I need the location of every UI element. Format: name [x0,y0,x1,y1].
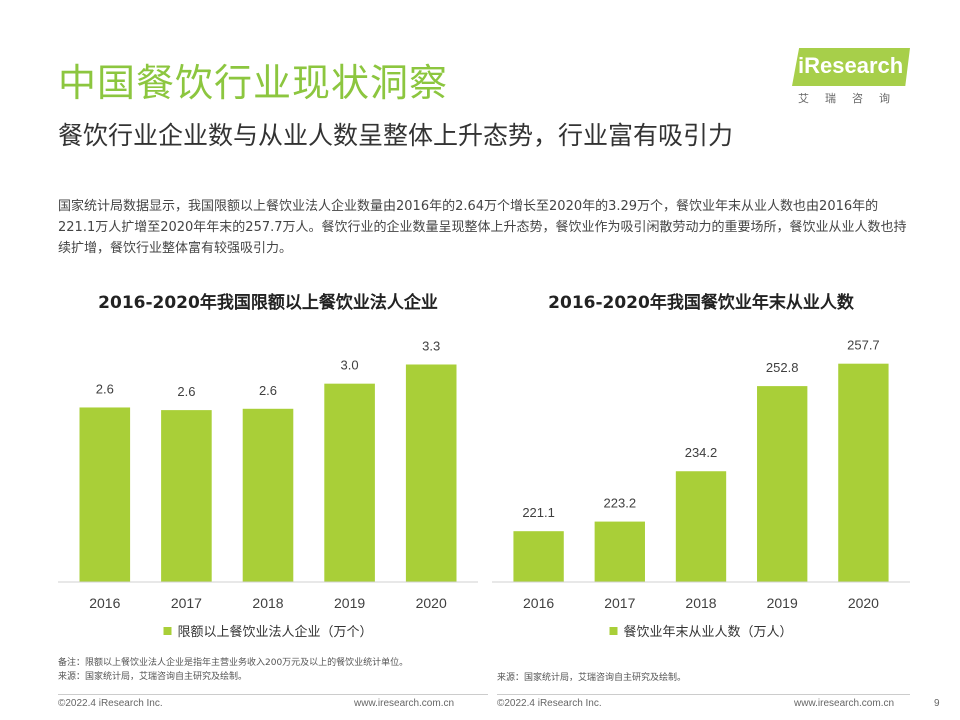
data-label-2018: 2.6 [259,383,277,398]
iresearch-logo: iResearch 艾瑞咨询 [792,48,910,106]
page-number: 9 [934,698,940,709]
data-label-2017: 223.2 [604,496,637,511]
data-label-2017: 2.6 [177,384,195,399]
legend-label: 限额以上餐饮业法人企业（万个） [178,624,373,640]
tick-label-2019: 2019 [767,595,798,611]
chart-employees-svg: 2016-2020年我国餐饮业年末从业人数 221.1 2016 223.2 2017 2… [492,292,910,640]
bar-2017 [594,521,645,582]
data-label-2020: 257.7 [847,338,880,353]
bar-2019 [757,386,808,582]
source-right: 来源：国家统计局，艾瑞咨询自主研究及绘制。 [497,673,687,683]
tick-label-2019: 2019 [334,595,365,611]
bar-2019 [324,383,375,582]
page-title: 中国餐饮行业现状洞察 [58,61,449,105]
bar-2016 [79,407,131,582]
legend-label: 餐饮业年末从业人数（万人） [624,624,793,640]
footer-url-right: www.iresearch.com.cn [794,698,895,709]
tick-label-2017: 2017 [604,595,635,611]
data-label-2019: 252.8 [766,360,799,375]
tick-label-2017: 2017 [171,595,202,611]
footer-divider-right [497,694,910,695]
chart-title: 2016-2020年我国餐饮业年末从业人数 [548,292,855,313]
bar-2020 [838,363,889,582]
footer-copyright-right: ©2022.4 iResearch Inc. [497,698,602,709]
footer-url-left: www.iresearch.com.cn [354,698,455,709]
tick-label-2018: 2018 [252,595,283,611]
bar-2017 [161,410,212,582]
data-label-2019: 3.0 [341,358,359,373]
page-subtitle: 餐饮行业企业数与从业人数呈整体上升态势，行业富有吸引力 [58,121,734,150]
data-label-2018: 234.2 [685,445,718,460]
bar-2016 [513,531,564,582]
data-label-2016: 2.6 [96,381,114,396]
chart-employees: 2016-2020年我国餐饮业年末从业人数 221.1 2016 223.2 2017 2… [492,282,910,652]
logo-subtext: 艾瑞咨询 [798,92,906,105]
data-label-2016: 221.1 [522,505,555,520]
chart-notes: 备注：限额以上餐饮业法人企业是指年主营业务收入200万元及以上的餐饮业统计单位。… [58,656,488,684]
bar-2018 [242,408,294,582]
logo-badge [792,48,910,86]
chart-enterprises: 2016-2020年我国限额以上餐饮业法人企业 2.6 2016 2.6 2017 2.6… [58,282,478,652]
description-paragraph: 国家统计局数据显示，我国限额以上餐饮业法人企业数量由2016年的2.64万个增长… [58,199,907,256]
tick-label-2016: 2016 [89,595,120,611]
tick-label-2020: 2020 [848,595,879,611]
bar-2020 [405,364,457,582]
source-left: 来源：国家统计局，艾瑞咨询自主研究及绘制。 [58,672,248,682]
footer-copyright-left: ©2022.4 iResearch Inc. [58,698,163,709]
legend-swatch [609,627,618,635]
footer-divider-left [58,694,488,695]
tick-label-2016: 2016 [523,595,554,611]
tick-label-2018: 2018 [685,595,716,611]
chart-title: 2016-2020年我国限额以上餐饮业法人企业 [98,292,438,313]
legend-swatch [163,627,172,635]
data-label-2020: 3.3 [422,338,440,353]
logo-text: iResearch [798,53,904,78]
note-text: 备注：限额以上餐饮业法人企业是指年主营业务收入200万元及以上的餐饮业统计单位。 [58,658,409,668]
bar-2018 [675,471,727,582]
chart-enterprises-svg: 2016-2020年我国限额以上餐饮业法人企业 2.6 2016 2.6 2017 2.6… [58,292,478,640]
tick-label-2020: 2020 [416,595,447,611]
